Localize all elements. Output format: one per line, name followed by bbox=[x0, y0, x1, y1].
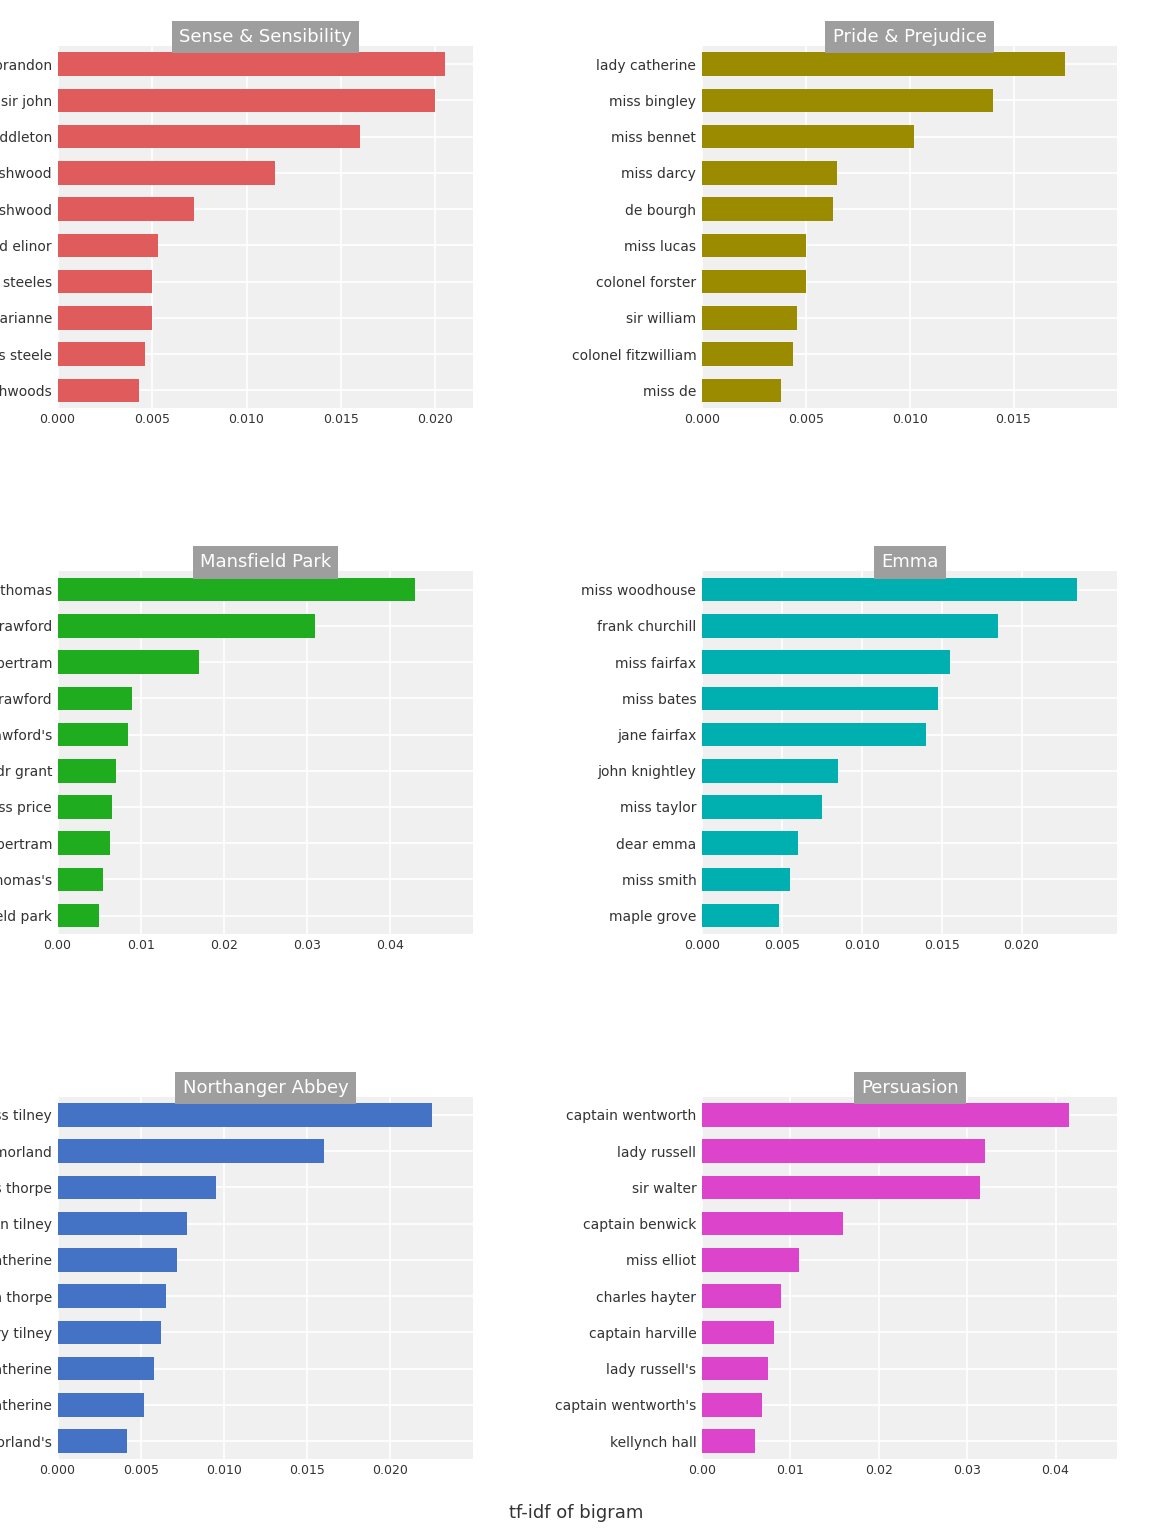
Bar bbox=[58, 650, 199, 674]
Bar bbox=[58, 1393, 144, 1416]
Bar bbox=[58, 89, 435, 112]
Bar bbox=[702, 796, 821, 819]
Bar bbox=[58, 1430, 128, 1453]
Bar bbox=[702, 233, 805, 257]
Bar bbox=[58, 759, 116, 782]
Bar bbox=[58, 378, 139, 402]
Bar bbox=[58, 124, 359, 149]
Bar bbox=[702, 1175, 980, 1200]
Title: Mansfield Park: Mansfield Park bbox=[199, 553, 331, 571]
Bar bbox=[58, 233, 158, 257]
Bar bbox=[58, 343, 144, 366]
Bar bbox=[58, 270, 152, 293]
Bar bbox=[58, 52, 445, 75]
Bar bbox=[58, 1284, 166, 1309]
Bar bbox=[702, 903, 779, 928]
Bar bbox=[58, 903, 99, 928]
Bar bbox=[702, 759, 838, 782]
Bar bbox=[702, 578, 1077, 602]
Bar bbox=[58, 614, 316, 637]
Bar bbox=[58, 161, 275, 184]
Bar bbox=[702, 1430, 755, 1453]
Bar bbox=[702, 306, 797, 330]
Bar bbox=[702, 1140, 985, 1163]
Bar bbox=[702, 1212, 843, 1235]
Bar bbox=[702, 650, 949, 674]
Bar bbox=[58, 796, 112, 819]
Bar bbox=[702, 197, 833, 221]
Bar bbox=[58, 1175, 215, 1200]
Bar bbox=[702, 831, 797, 856]
Bar bbox=[702, 52, 1066, 75]
Bar bbox=[702, 124, 914, 149]
Bar bbox=[58, 1212, 188, 1235]
Bar bbox=[702, 1284, 781, 1309]
Bar bbox=[702, 89, 993, 112]
Bar bbox=[702, 1321, 774, 1344]
Title: Persuasion: Persuasion bbox=[861, 1078, 958, 1097]
Bar bbox=[58, 868, 104, 891]
Bar bbox=[702, 868, 790, 891]
Bar bbox=[702, 1249, 799, 1272]
Bar bbox=[702, 161, 836, 184]
Text: tf-idf of bigram: tf-idf of bigram bbox=[509, 1504, 643, 1522]
Bar bbox=[702, 270, 805, 293]
Bar bbox=[702, 1356, 768, 1381]
Bar bbox=[58, 831, 109, 856]
Title: Pride & Prejudice: Pride & Prejudice bbox=[833, 28, 986, 46]
Bar bbox=[702, 687, 939, 710]
Bar bbox=[702, 614, 998, 637]
Title: Emma: Emma bbox=[881, 553, 939, 571]
Bar bbox=[58, 1140, 324, 1163]
Bar bbox=[58, 723, 128, 746]
Bar bbox=[702, 1393, 761, 1416]
Title: Sense & Sensibility: Sense & Sensibility bbox=[179, 28, 351, 46]
Bar bbox=[702, 723, 925, 746]
Bar bbox=[702, 1103, 1069, 1127]
Bar bbox=[58, 1356, 154, 1381]
Bar bbox=[58, 1249, 177, 1272]
Bar bbox=[58, 306, 152, 330]
Bar bbox=[702, 343, 794, 366]
Bar bbox=[58, 1103, 432, 1127]
Bar bbox=[702, 378, 781, 402]
Bar bbox=[58, 687, 132, 710]
Bar bbox=[58, 1321, 160, 1344]
Bar bbox=[58, 197, 194, 221]
Bar bbox=[58, 578, 415, 602]
Title: Northanger Abbey: Northanger Abbey bbox=[182, 1078, 348, 1097]
